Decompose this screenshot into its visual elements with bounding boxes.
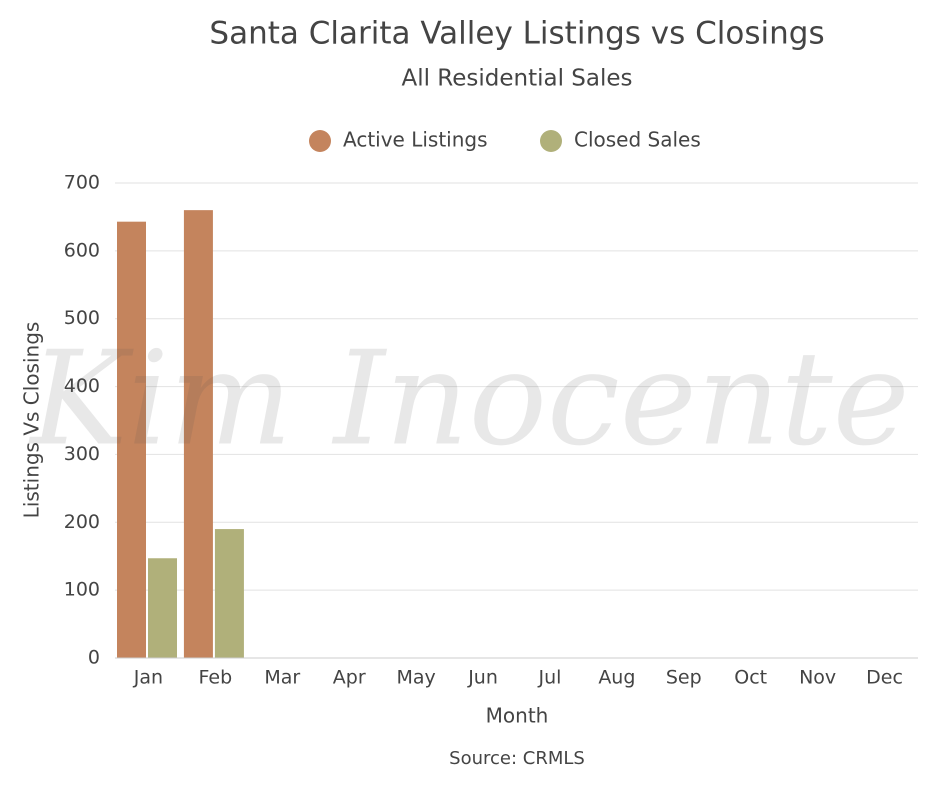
x-tick-label: Aug (598, 667, 635, 689)
legend-marker (309, 130, 331, 152)
source: Source: CRMLS (449, 748, 585, 769)
x-tick-label: Sep (666, 667, 702, 689)
x-axis-title: Month (486, 704, 549, 728)
legend-label: Active Listings (343, 128, 488, 152)
bar (214, 529, 244, 658)
chart-subtitle: All Residential Sales (401, 66, 632, 92)
chart-title: Santa Clarita Valley Listings vs Closing… (209, 16, 824, 52)
y-tick-label: 300 (64, 443, 100, 465)
x-tick-label: Dec (866, 667, 903, 689)
watermark: Kim Inocente (28, 323, 909, 475)
legend-label: Closed Sales (574, 128, 701, 152)
bar (117, 221, 146, 658)
x-tick-label: May (396, 667, 435, 689)
y-tick-label: 600 (64, 239, 100, 261)
x-tick-label: Nov (799, 667, 836, 689)
bar (148, 558, 177, 658)
y-tick-label: 100 (64, 579, 100, 601)
y-tick-label: 400 (64, 375, 100, 397)
bar (183, 210, 213, 658)
x-tick-label: Oct (734, 667, 767, 689)
x-tick-label: Feb (199, 667, 233, 689)
y-tick-label: 500 (64, 307, 100, 329)
y-tick-label: 200 (64, 511, 100, 533)
x-tick-label: Apr (333, 667, 366, 689)
y-tick-label: 700 (64, 172, 100, 194)
x-tick-label: Jul (537, 667, 561, 689)
legend-marker (540, 130, 562, 152)
x-tick-label: Jan (133, 667, 163, 689)
x-tick-label: Mar (264, 667, 300, 689)
x-tick-label: Jun (467, 667, 498, 689)
y-tick-label: 0 (88, 647, 100, 669)
y-axis-title: Listings Vs Closings (20, 322, 44, 519)
